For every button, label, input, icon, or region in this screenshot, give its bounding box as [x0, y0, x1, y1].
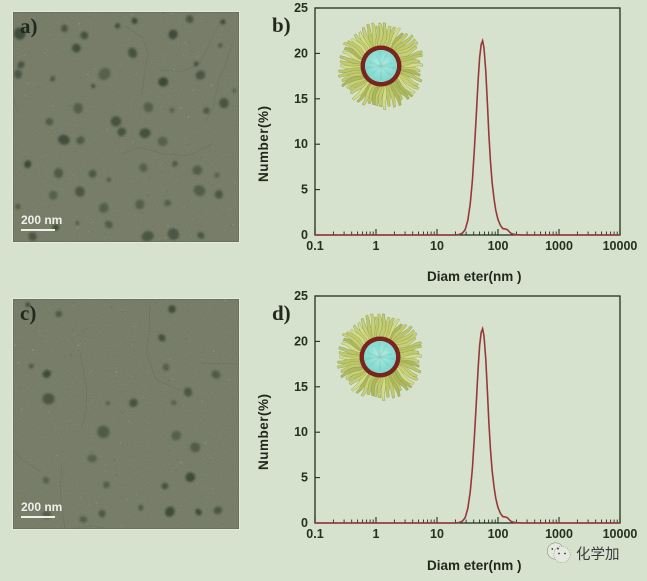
svg-text:100: 100 [488, 239, 509, 253]
svg-text:1000: 1000 [545, 239, 573, 253]
svg-text:1: 1 [373, 239, 380, 253]
svg-text:10: 10 [430, 527, 444, 541]
svg-text:10: 10 [430, 239, 444, 253]
svg-text:0.1: 0.1 [306, 527, 323, 541]
svg-text:5: 5 [301, 471, 308, 485]
svg-text:10000: 10000 [603, 239, 638, 253]
svg-text:25: 25 [294, 289, 308, 303]
svg-text:10000: 10000 [603, 527, 638, 541]
svg-text:10: 10 [294, 425, 308, 439]
svg-text:25: 25 [294, 1, 308, 15]
svg-text:5: 5 [301, 183, 308, 197]
svg-text:20: 20 [294, 46, 308, 60]
svg-text:1: 1 [373, 527, 380, 541]
svg-text:10: 10 [294, 137, 308, 151]
svg-text:20: 20 [294, 334, 308, 348]
svg-text:1000: 1000 [545, 527, 573, 541]
svg-text:100: 100 [488, 527, 509, 541]
svg-text:0.1: 0.1 [306, 239, 323, 253]
svg-text:15: 15 [294, 92, 308, 106]
svg-text:15: 15 [294, 380, 308, 394]
